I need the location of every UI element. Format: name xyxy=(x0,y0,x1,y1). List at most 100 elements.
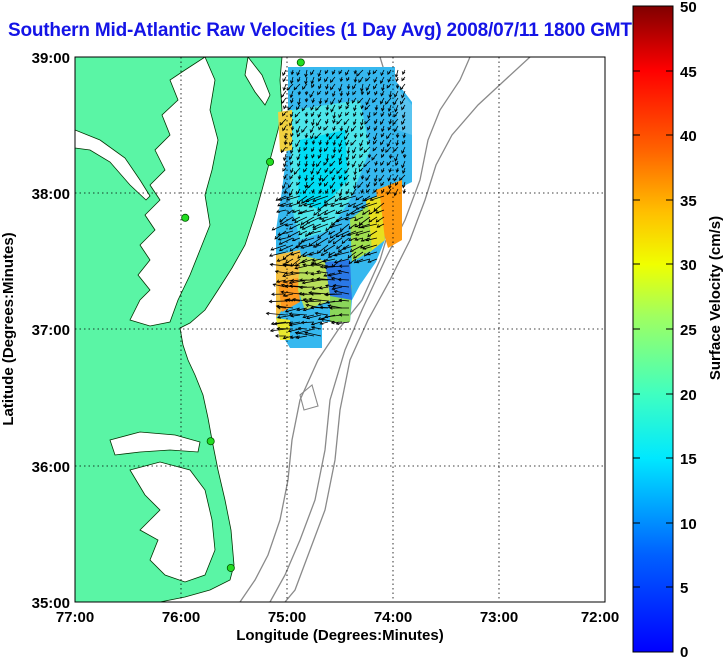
velocity-vector xyxy=(367,69,371,76)
velocity-vector xyxy=(281,181,287,190)
velocity-vector xyxy=(360,83,364,92)
velocity-vector xyxy=(393,174,399,182)
velocity-vector xyxy=(360,237,371,242)
velocity-vector xyxy=(328,251,336,256)
velocity-vector xyxy=(269,262,287,267)
velocity-vector xyxy=(356,69,364,77)
velocity-vector xyxy=(296,76,301,83)
velocity-vector xyxy=(289,174,294,180)
velocity-vector xyxy=(371,153,378,161)
velocity-vector xyxy=(354,216,364,222)
velocity-vector xyxy=(366,181,371,189)
velocity-vector xyxy=(401,125,406,131)
velocity-vector xyxy=(393,125,399,133)
velocity-vector xyxy=(318,286,329,290)
velocity-vector xyxy=(325,83,329,90)
velocity-vector xyxy=(344,167,350,174)
y-tick-labels: 39:00 38:00 37:00 36:00 35:00 xyxy=(32,50,70,612)
velocity-vector xyxy=(338,97,343,104)
velocity-vector xyxy=(315,104,322,112)
velocity-vector xyxy=(363,160,371,168)
velocity-vector xyxy=(289,284,308,288)
velocity-vectors xyxy=(265,69,407,340)
velocity-vector xyxy=(311,258,322,262)
velocity-vector xyxy=(321,174,329,182)
velocity-vector xyxy=(297,174,302,180)
velocity-vector xyxy=(380,167,385,174)
velocity-vector xyxy=(338,153,343,162)
velocity-vector xyxy=(311,153,315,159)
velocity-vector xyxy=(283,188,288,195)
velocity-vector xyxy=(360,111,364,117)
velocity-vector xyxy=(279,216,287,223)
chesapeake-bay xyxy=(129,57,219,327)
velocity-vector xyxy=(395,132,400,139)
velocity-vector xyxy=(288,188,294,197)
colorbar-tick-label: 30 xyxy=(680,257,697,274)
velocity-vector xyxy=(340,223,350,232)
velocity-vector xyxy=(400,97,406,105)
velocity-vector xyxy=(313,209,322,216)
velocity-vector xyxy=(310,76,315,85)
velocity-vector xyxy=(330,320,343,325)
velocity-vector xyxy=(298,230,308,236)
velocity-vector xyxy=(380,181,385,187)
velocity-vector xyxy=(364,104,371,111)
velocity-vector xyxy=(387,125,392,131)
velocity-vector xyxy=(304,97,309,103)
velocity-vector xyxy=(311,286,322,290)
velocity-vector xyxy=(387,104,392,112)
velocity-vector xyxy=(318,174,322,182)
velocity-vector xyxy=(351,125,357,132)
velocity-vector xyxy=(402,153,407,159)
velocity-vector xyxy=(388,118,392,125)
velocity-vector xyxy=(323,209,336,215)
velocity-vector xyxy=(338,313,350,317)
colorbar-tick-label: 40 xyxy=(680,128,697,145)
velocity-vector xyxy=(336,209,350,215)
velocity-vector xyxy=(359,153,364,159)
velocity-vector xyxy=(357,97,364,104)
velocity-vector xyxy=(310,104,315,111)
velocity-vector xyxy=(346,83,351,90)
velocity-vector xyxy=(329,230,343,239)
velocity-vector xyxy=(320,318,336,323)
velocity-vector xyxy=(323,160,329,166)
velocity-vector xyxy=(304,139,309,146)
velocity-vector xyxy=(380,139,385,146)
velocity-vector xyxy=(360,104,364,110)
velocity-vector xyxy=(352,90,357,96)
velocity-vector xyxy=(302,251,315,258)
velocity-vector xyxy=(323,292,343,297)
velocity-vector xyxy=(345,97,350,106)
velocity-vector xyxy=(379,97,385,105)
velocity-vector xyxy=(296,195,308,204)
velocity-vector xyxy=(288,279,308,285)
bathymetry-contour xyxy=(284,57,531,602)
velocity-vector xyxy=(395,83,400,89)
velocity-vector xyxy=(316,167,322,175)
velocity-vector xyxy=(308,291,329,295)
velocity-vector xyxy=(296,188,301,195)
velocity-vector xyxy=(310,69,315,76)
velocity-vector xyxy=(324,97,329,104)
velocity-vector xyxy=(387,181,392,190)
velocity-vector xyxy=(277,314,294,319)
velocity-vector xyxy=(295,139,301,148)
velocity-vector xyxy=(312,195,329,202)
velocity-vector xyxy=(289,223,301,230)
y-tick-label: 38:00 xyxy=(32,186,70,203)
velocity-vector xyxy=(279,118,287,126)
velocity-vector xyxy=(346,90,350,97)
x-tick-label: 73:00 xyxy=(480,609,518,626)
velocity-vector xyxy=(324,181,329,187)
velocity-vector xyxy=(327,272,343,277)
velocity-vector xyxy=(369,195,385,201)
velocity-vector xyxy=(276,258,287,262)
velocity-vector xyxy=(283,104,287,110)
velocity-vector xyxy=(300,216,315,226)
velocity-vector xyxy=(365,174,371,182)
velocity-vector xyxy=(324,146,329,153)
velocity-vector xyxy=(278,195,294,201)
velocity-vector xyxy=(343,174,350,181)
